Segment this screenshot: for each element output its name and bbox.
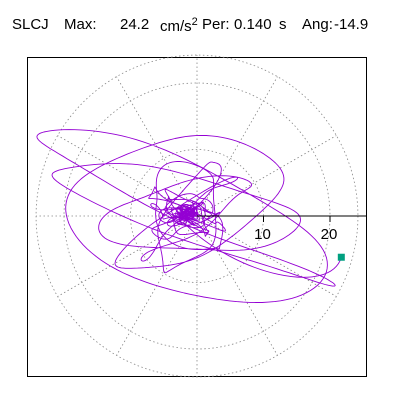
max-unit-base: cm/s xyxy=(160,18,192,35)
orbit-trace xyxy=(36,129,336,303)
grid-spoke-330 xyxy=(196,215,337,297)
tick-label-10: 10 xyxy=(254,226,271,243)
grid-spoke-150 xyxy=(57,135,198,217)
angle-value: -14.9 xyxy=(334,16,369,33)
grid-spoke-210 xyxy=(57,215,198,297)
end-point-marker xyxy=(337,253,345,261)
max-value: 24.2 xyxy=(120,16,150,33)
period-unit: s xyxy=(279,16,287,33)
max-label: Max: xyxy=(64,16,97,33)
orbit-trace-layer xyxy=(36,129,342,303)
orbit-final-swing xyxy=(183,222,342,278)
plot-header: SLCJ Max: 24.2 cm/s2 Per: 0.140 s Ang: -… xyxy=(12,16,400,40)
marker-layer xyxy=(337,253,345,261)
grid-spoke-60 xyxy=(196,76,278,217)
max-unit-power: 2 xyxy=(191,16,198,28)
period-value: 0.140 xyxy=(234,16,272,33)
period-label: Per: xyxy=(202,16,230,33)
grid-spoke-30 xyxy=(196,135,337,217)
radial-axis: 10 20 xyxy=(197,215,366,243)
tick-label-20: 20 xyxy=(321,226,338,243)
grid-spoke-300 xyxy=(196,215,278,356)
station-code: SLCJ xyxy=(12,16,49,33)
max-unit: cm/s2 xyxy=(160,16,198,35)
angle-label: Ang: xyxy=(302,16,333,33)
